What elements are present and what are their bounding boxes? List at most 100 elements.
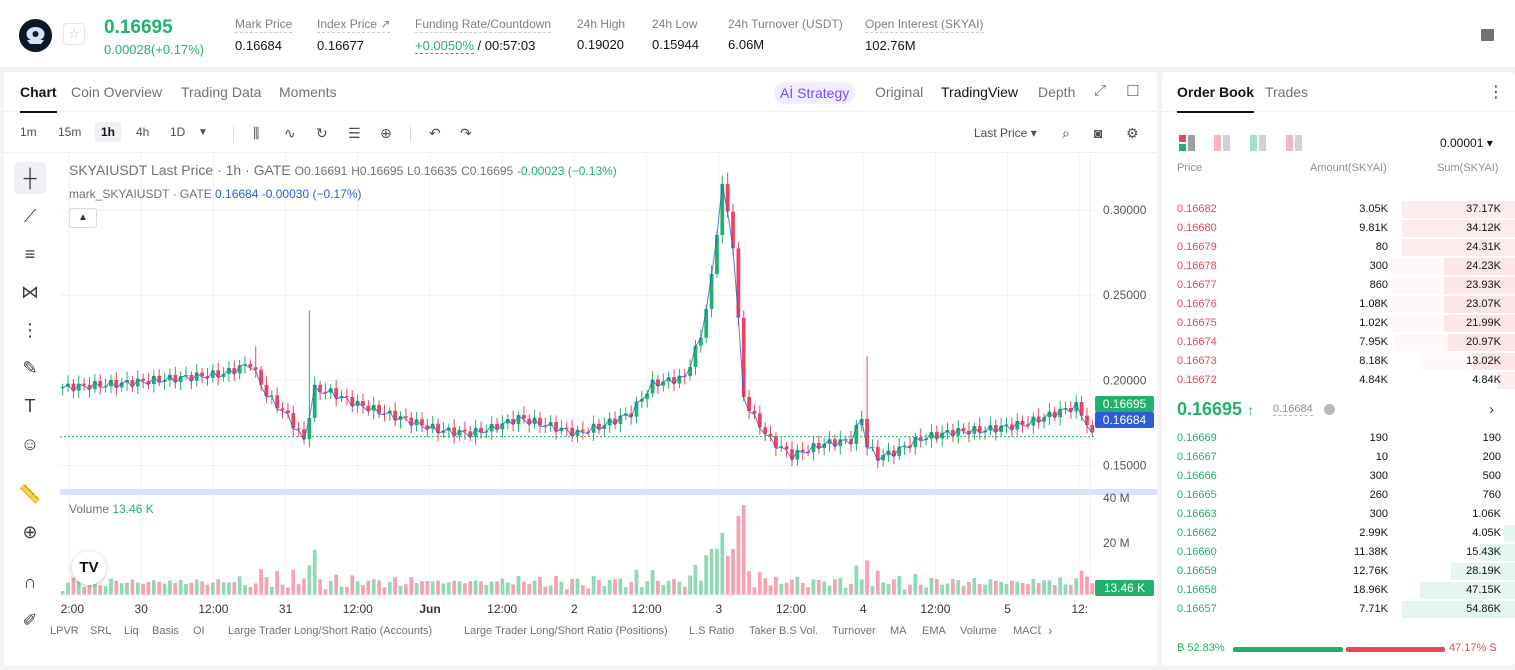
bid-row[interactable]: 0.16659 12.76K 28.19K (1162, 562, 1515, 581)
candle-body (248, 363, 253, 368)
funding-rate-value[interactable]: +0.0050% (415, 38, 474, 54)
text-icon[interactable]: T (24, 396, 36, 416)
indicator-oi[interactable]: OI (193, 625, 205, 637)
view-depth[interactable]: Depth (1038, 84, 1076, 100)
fib-icon[interactable]: ⋮ (21, 320, 39, 340)
bid-row[interactable]: 0.16667 10 200 (1162, 448, 1515, 467)
indicator-ema[interactable]: EMA (922, 625, 946, 637)
indicator-macd[interactable]: MACD (1013, 625, 1041, 637)
indicator-lpvr[interactable]: LPVR (50, 625, 79, 637)
indicator-taker-bs-vol[interactable]: Taker B.S Vol. (749, 625, 819, 637)
bid-row[interactable]: 0.16665 260 760 (1162, 486, 1515, 505)
timeframe-15m[interactable]: 15m (58, 125, 82, 139)
info-icon[interactable] (1324, 404, 1335, 415)
bid-row[interactable]: 0.16663 300 1.06K (1162, 505, 1515, 524)
ask-row[interactable]: 0.16676 1.08K 23.07K (1162, 295, 1515, 314)
ask-row[interactable]: 0.16677 860 23.93K (1162, 276, 1515, 295)
volume-bar (1036, 582, 1041, 595)
timeframe-1m[interactable]: 1m (20, 125, 37, 139)
candle-body (993, 425, 998, 432)
indicator-ma[interactable]: MA (890, 625, 907, 637)
volume-bar (859, 579, 864, 595)
indicator-ls-ratio[interactable]: L.S Ratio (689, 625, 735, 637)
indicator-liq[interactable]: Liq (124, 625, 139, 637)
favorite-star-icon[interactable]: ☆ (63, 23, 85, 45)
tab-trades[interactable]: Trades (1265, 84, 1309, 100)
crosshair-icon[interactable]: ┼ (14, 162, 46, 194)
view-tradingview[interactable]: TradingView (941, 84, 1019, 100)
maximize-icon[interactable]: ☐ (1126, 83, 1140, 100)
search-icon[interactable]: ⌕ (1062, 125, 1070, 141)
book-mode-sells-icon[interactable] (1286, 135, 1302, 151)
ask-row[interactable]: 0.16673 8.18K 13.02K (1162, 352, 1515, 371)
tradingview-logo[interactable]: TV (72, 551, 106, 585)
zoom-in-icon[interactable]: ⊕ (22, 522, 38, 542)
tab-moments[interactable]: Moments (279, 84, 337, 100)
ask-row[interactable]: 0.16674 7.95K 20.97K (1162, 333, 1515, 352)
magnet-icon[interactable]: ∩ (23, 572, 37, 592)
bid-row[interactable]: 0.16669 190 190 (1162, 429, 1515, 448)
bid-row[interactable]: 0.16660 11.38K 15.43K (1162, 543, 1515, 562)
book-mode-both-icon[interactable] (1179, 135, 1195, 151)
indicator-large-trader-accounts[interactable]: Large Trader Long/Short Ratio (Accounts) (228, 625, 433, 637)
book-mode-asks-icon[interactable] (1214, 135, 1230, 151)
bid-row[interactable]: 0.16657 7.71K 54.86K (1162, 600, 1515, 619)
tab-order-book[interactable]: Order Book (1177, 84, 1255, 113)
more-options-icon[interactable]: ⋮ (1488, 84, 1504, 101)
pattern-icon[interactable]: ⋈ (21, 282, 39, 302)
indicator-large-trader-positions[interactable]: Large Trader Long/Short Ratio (Positions… (464, 625, 668, 637)
view-original[interactable]: Original (875, 84, 924, 100)
ticker-header: ☆ 0.16695 0.00028(+0.17%) Mark Price 0.1… (0, 0, 1515, 68)
indicator-srl[interactable]: SRL (90, 625, 112, 637)
tab-trading-data[interactable]: Trading Data (181, 84, 262, 100)
book-mode-bids-icon[interactable] (1250, 135, 1266, 151)
indicator-basis[interactable]: Basis (152, 625, 179, 637)
redo-icon[interactable]: ↷ (460, 125, 472, 141)
ask-row[interactable]: 0.16679 80 24.31K (1162, 238, 1515, 257)
indicator-volume[interactable]: Volume (960, 625, 997, 637)
indicators-icon[interactable]: ∿ (284, 125, 296, 141)
timeframe-4h[interactable]: 4h (136, 125, 150, 139)
ask-row[interactable]: 0.16682 3.05K 37.17K (1162, 200, 1515, 219)
gear-icon[interactable]: ⚙ (1126, 125, 1139, 141)
ask-row[interactable]: 0.16678 300 24.23K (1162, 257, 1515, 276)
chevron-right-icon[interactable]: › (1489, 401, 1494, 418)
ask-row[interactable]: 0.16672 4.84K 4.84K (1162, 371, 1515, 390)
precision-select[interactable]: 0.00001 ▾ (1440, 136, 1493, 150)
add-plus-icon[interactable]: ⊕ (380, 125, 392, 141)
compare-icon[interactable]: ↻ (316, 125, 328, 141)
camera-icon[interactable]: ◙ (1094, 125, 1103, 141)
pencil-lock-icon[interactable]: ✐ (22, 610, 38, 630)
horizontal-lines-icon[interactable]: ≡ (24, 244, 36, 264)
timeframe-1h[interactable]: 1h (95, 122, 122, 142)
expand-icon[interactable]: ⤢ (1094, 82, 1107, 99)
trend-line-icon[interactable]: ⟋ (23, 206, 37, 226)
collapse-legend-button[interactable]: ▲ (69, 208, 97, 228)
bid-row[interactable]: 0.16666 300 500 (1162, 467, 1515, 486)
book-icon[interactable] (1481, 29, 1494, 41)
indicator-turnover[interactable]: Turnover (832, 625, 876, 637)
stat-index-price[interactable]: Index Price ↗ 0.16677 (317, 17, 391, 53)
emoji-icon[interactable]: ☺ (20, 434, 40, 454)
candle-body (1074, 401, 1079, 412)
bid-row[interactable]: 0.16658 18.96K 47.15K (1162, 581, 1515, 600)
tab-chart[interactable]: Chart (20, 84, 57, 113)
undo-icon[interactable]: ↶ (429, 125, 441, 141)
candle-type-icon[interactable]: ⫼ (253, 125, 260, 141)
ruler-icon[interactable]: 📏 (18, 484, 42, 504)
chevron-right-icon[interactable]: › (1048, 623, 1053, 638)
brush-icon[interactable]: ✎ (22, 358, 38, 378)
volume-bar (618, 578, 623, 595)
ask-row[interactable]: 0.16675 1.02K 21.99K (1162, 314, 1515, 333)
bid-row[interactable]: 0.16662 2.99K 4.05K (1162, 524, 1515, 543)
price-source-select[interactable]: Last Price ▾ (974, 126, 1037, 140)
ai-strategy-button[interactable]: Aİ Strategy (774, 82, 856, 104)
chevron-down-icon[interactable]: ▼ (198, 127, 208, 138)
tab-coin-overview[interactable]: Coin Overview (71, 84, 163, 100)
stat-label[interactable]: Index Price ↗ (317, 17, 391, 33)
timeframe-1d[interactable]: 1D (170, 125, 186, 139)
templates-icon[interactable]: ☰ (348, 125, 361, 141)
ask-row[interactable]: 0.16680 9.81K 34.12K (1162, 219, 1515, 238)
